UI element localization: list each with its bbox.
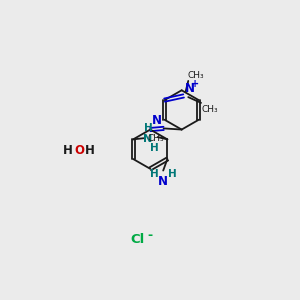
- Text: H: H: [85, 144, 95, 157]
- Text: +: +: [191, 80, 200, 89]
- Text: N: N: [152, 114, 162, 127]
- Text: H: H: [149, 143, 158, 153]
- Text: CH₃: CH₃: [202, 105, 218, 114]
- Text: -: -: [147, 229, 152, 242]
- Text: Cl: Cl: [130, 233, 145, 246]
- Text: CH₃: CH₃: [147, 134, 164, 143]
- Text: H: H: [63, 144, 73, 157]
- Text: O: O: [74, 144, 84, 157]
- Text: N: N: [143, 134, 152, 144]
- Text: N: N: [158, 175, 168, 188]
- Text: H: H: [143, 123, 152, 133]
- Text: CH₃: CH₃: [188, 71, 204, 80]
- Text: N: N: [184, 82, 194, 95]
- Text: H: H: [168, 169, 177, 179]
- Text: H: H: [150, 169, 159, 179]
